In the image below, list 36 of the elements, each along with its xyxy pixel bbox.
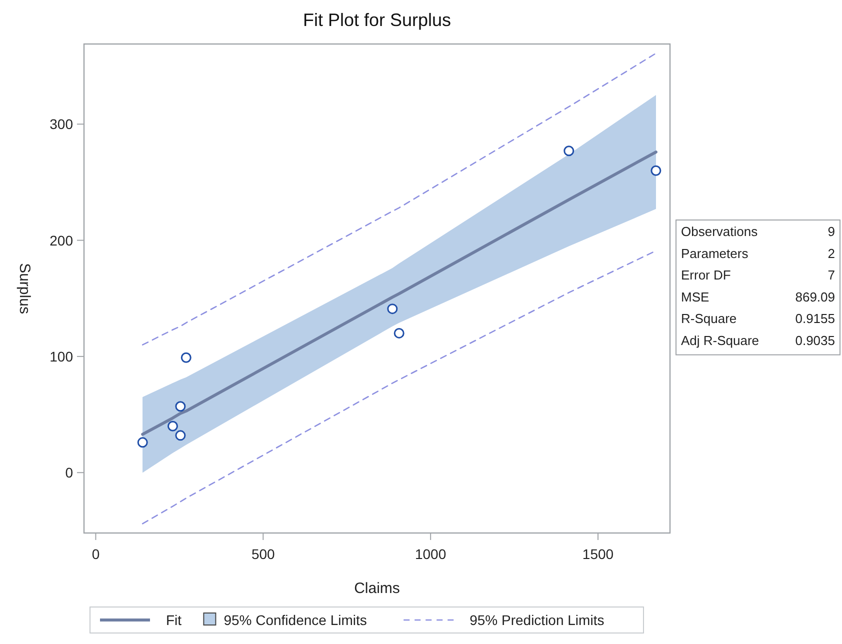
line-series: [142, 52, 657, 346]
point: [180, 352, 192, 363]
y-axis-title: Surplus: [16, 263, 33, 314]
y-tick-label: 100: [50, 348, 74, 364]
text: MSE: [681, 289, 710, 304]
x-tick-label: 1500: [582, 546, 614, 562]
text: Observations: [681, 224, 758, 239]
y-tick-label: 300: [50, 116, 74, 132]
y-tick-label: 200: [50, 232, 74, 248]
point: [394, 328, 404, 338]
point: [650, 165, 662, 176]
x-axis-title: Claims: [354, 580, 400, 597]
text: Adj R-Square: [681, 333, 760, 348]
text: Parameters: [681, 246, 749, 261]
legend-label: 95% Prediction Limits: [470, 612, 604, 628]
point: [175, 430, 186, 441]
text: 0.9155: [795, 311, 835, 326]
text: 9: [828, 224, 835, 239]
y-tick-label: 0: [65, 464, 74, 481]
point: [137, 437, 148, 448]
point: [564, 146, 574, 156]
point: [175, 401, 186, 412]
x-tick-label: 0: [92, 546, 100, 562]
text: 7: [828, 268, 835, 283]
chart-title: Fit Plot for Surplus: [302, 10, 452, 30]
text: 2: [828, 246, 835, 261]
text: R-Square: [681, 311, 737, 326]
point: [167, 420, 178, 432]
point: [387, 304, 398, 314]
text: Error DF: [681, 268, 731, 283]
legend-label: Fit: [166, 612, 182, 628]
x-tick-label: 1000: [415, 546, 446, 562]
text: 869.09: [795, 289, 835, 304]
text: 0.9035: [795, 333, 835, 348]
legend-label: 95% Confidence Limits: [224, 612, 367, 628]
x-tick-label: 500: [251, 546, 276, 562]
